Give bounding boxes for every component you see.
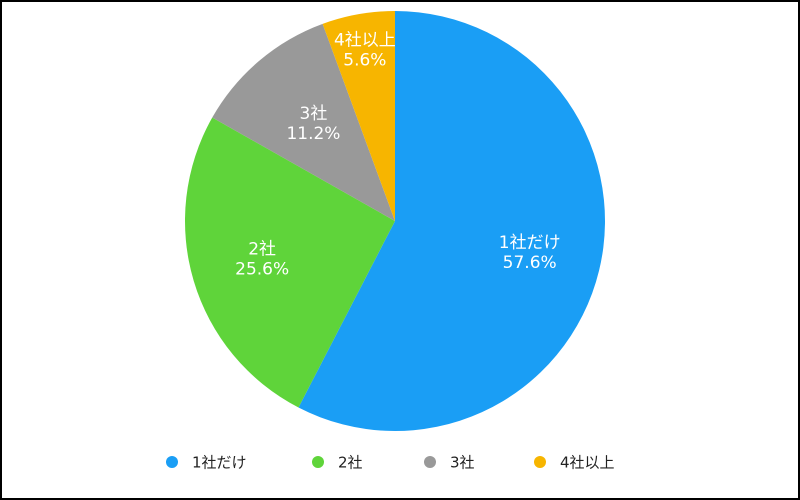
slice-value-label: 57.6% [503, 253, 557, 273]
slice-label: 1社だけ [499, 233, 561, 253]
pie-slice [298, 11, 605, 431]
legend-marker [424, 456, 436, 468]
legend-label: 2社 [338, 454, 363, 472]
legend-marker [166, 456, 178, 468]
legend-marker [312, 456, 324, 468]
slice-label: 3社 [300, 104, 328, 124]
slice-value-label: 5.6% [343, 50, 386, 70]
legend-marker [534, 456, 546, 468]
pie-slice [322, 11, 395, 221]
pie-slice [212, 23, 395, 221]
slice-value-label: 25.6% [235, 260, 289, 280]
slice-value-label: 11.2% [286, 124, 340, 144]
slice-label: 2社 [248, 240, 276, 260]
legend-label: 4社以上 [560, 454, 615, 472]
legend-label: 3社 [450, 454, 475, 472]
slice-label: 4社以上 [334, 30, 396, 50]
legend-label: 1社だけ [192, 454, 247, 472]
pie-slice [184, 117, 395, 408]
